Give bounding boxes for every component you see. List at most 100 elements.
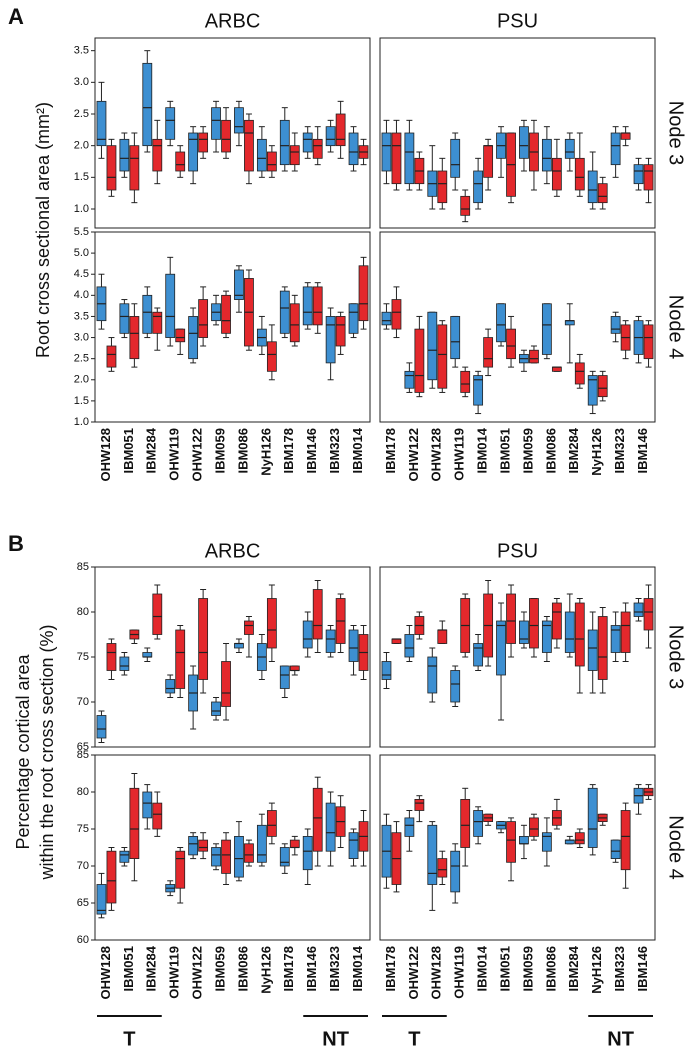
x-tick-label: OHW119 [167, 946, 182, 999]
x-tick-label: OHW122 [406, 428, 421, 481]
x-tick-label: IBM059 [212, 428, 227, 474]
box [302, 132, 313, 153]
box [391, 638, 402, 644]
x-tick-label: IBM086 [235, 428, 250, 474]
y-axis-label: Percentage cortical area [13, 653, 33, 849]
y-tick-label: 4.0 [74, 289, 89, 301]
y-tick-label: 65 [77, 741, 89, 753]
box [633, 602, 644, 617]
box [348, 303, 359, 334]
box [427, 824, 438, 885]
x-tick-label: IBM059 [212, 946, 227, 992]
y-tick-label: 75 [77, 651, 89, 663]
box [188, 132, 199, 172]
box [348, 832, 359, 860]
x-tick-label: IBM146 [304, 946, 319, 992]
y-tick-label: 2.5 [74, 108, 89, 120]
box [473, 643, 484, 667]
x-tick-label: IBM014 [350, 427, 365, 473]
box [587, 629, 598, 671]
y-tick-label: 5.5 [74, 226, 89, 238]
box [437, 629, 448, 644]
box [175, 151, 186, 172]
box [165, 107, 176, 140]
box [302, 620, 313, 649]
box [106, 145, 117, 191]
x-tick-label: NyH126 [258, 428, 273, 476]
box [211, 107, 221, 140]
y-tick-label: 1.0 [74, 416, 89, 428]
box [597, 616, 608, 680]
box [335, 113, 346, 147]
y-tick-label: 2.0 [74, 374, 89, 386]
box [312, 138, 323, 159]
box [335, 316, 346, 347]
box [610, 625, 621, 653]
box [119, 850, 130, 863]
box [437, 324, 448, 389]
x-tick-label: IBM178 [383, 946, 398, 992]
x-tick-label: IBM146 [635, 946, 650, 992]
x-tick-label: IBM323 [327, 428, 342, 474]
box [198, 598, 209, 680]
box [450, 670, 461, 703]
y-tick-label: 70 [77, 860, 89, 872]
row-label: Node 4 [665, 815, 687, 880]
group-label: NT [607, 1028, 634, 1050]
box [96, 100, 107, 147]
box [234, 836, 244, 878]
y-tick-label: 60 [77, 934, 89, 946]
box [279, 847, 290, 867]
box [129, 145, 140, 191]
box [266, 151, 277, 172]
box [119, 138, 130, 172]
plot-frame [379, 566, 656, 748]
box [519, 126, 529, 159]
box [506, 593, 516, 644]
box [519, 620, 529, 644]
box [198, 299, 209, 338]
box [142, 652, 153, 658]
box [597, 183, 608, 204]
box [541, 832, 552, 852]
box [289, 839, 300, 848]
box [188, 316, 199, 360]
x-tick-label: OHW122 [190, 428, 205, 481]
box [211, 701, 221, 716]
y-tick-label: 1.5 [74, 395, 89, 407]
row-label: Node 3 [665, 625, 687, 690]
box [381, 661, 392, 680]
y-tick-label: 3.5 [74, 45, 89, 57]
y-tick-label: 3.0 [74, 76, 89, 88]
x-tick-label: IBM284 [144, 945, 159, 991]
y-tick-label: 1.0 [74, 203, 89, 215]
box [152, 138, 163, 172]
box [279, 290, 290, 334]
x-tick-label: OHW119 [452, 946, 467, 999]
box [325, 316, 336, 364]
box [633, 164, 644, 185]
box [221, 294, 231, 334]
x-tick-label: IBM178 [281, 946, 296, 992]
box [221, 839, 231, 874]
x-tick-label: IBM323 [612, 946, 627, 992]
x-tick-label: OHW128 [98, 428, 113, 481]
box [188, 836, 199, 856]
box [473, 375, 484, 406]
x-tick-label: IBM086 [543, 946, 558, 992]
column-title: ARBC [205, 10, 261, 32]
box [643, 324, 654, 360]
box [302, 836, 313, 871]
x-tick-label: NyH126 [258, 946, 273, 994]
x-tick-label: IBM284 [566, 427, 581, 473]
box [404, 634, 415, 658]
box [541, 138, 552, 172]
box [391, 132, 402, 185]
x-tick-label: IBM051 [497, 428, 512, 474]
box [266, 598, 277, 649]
x-tick-label: IBM014 [475, 945, 490, 991]
y-axis-label: within the root cross section (%) [37, 624, 57, 880]
plot-frame [379, 754, 656, 941]
box [244, 119, 254, 172]
box [519, 836, 529, 845]
